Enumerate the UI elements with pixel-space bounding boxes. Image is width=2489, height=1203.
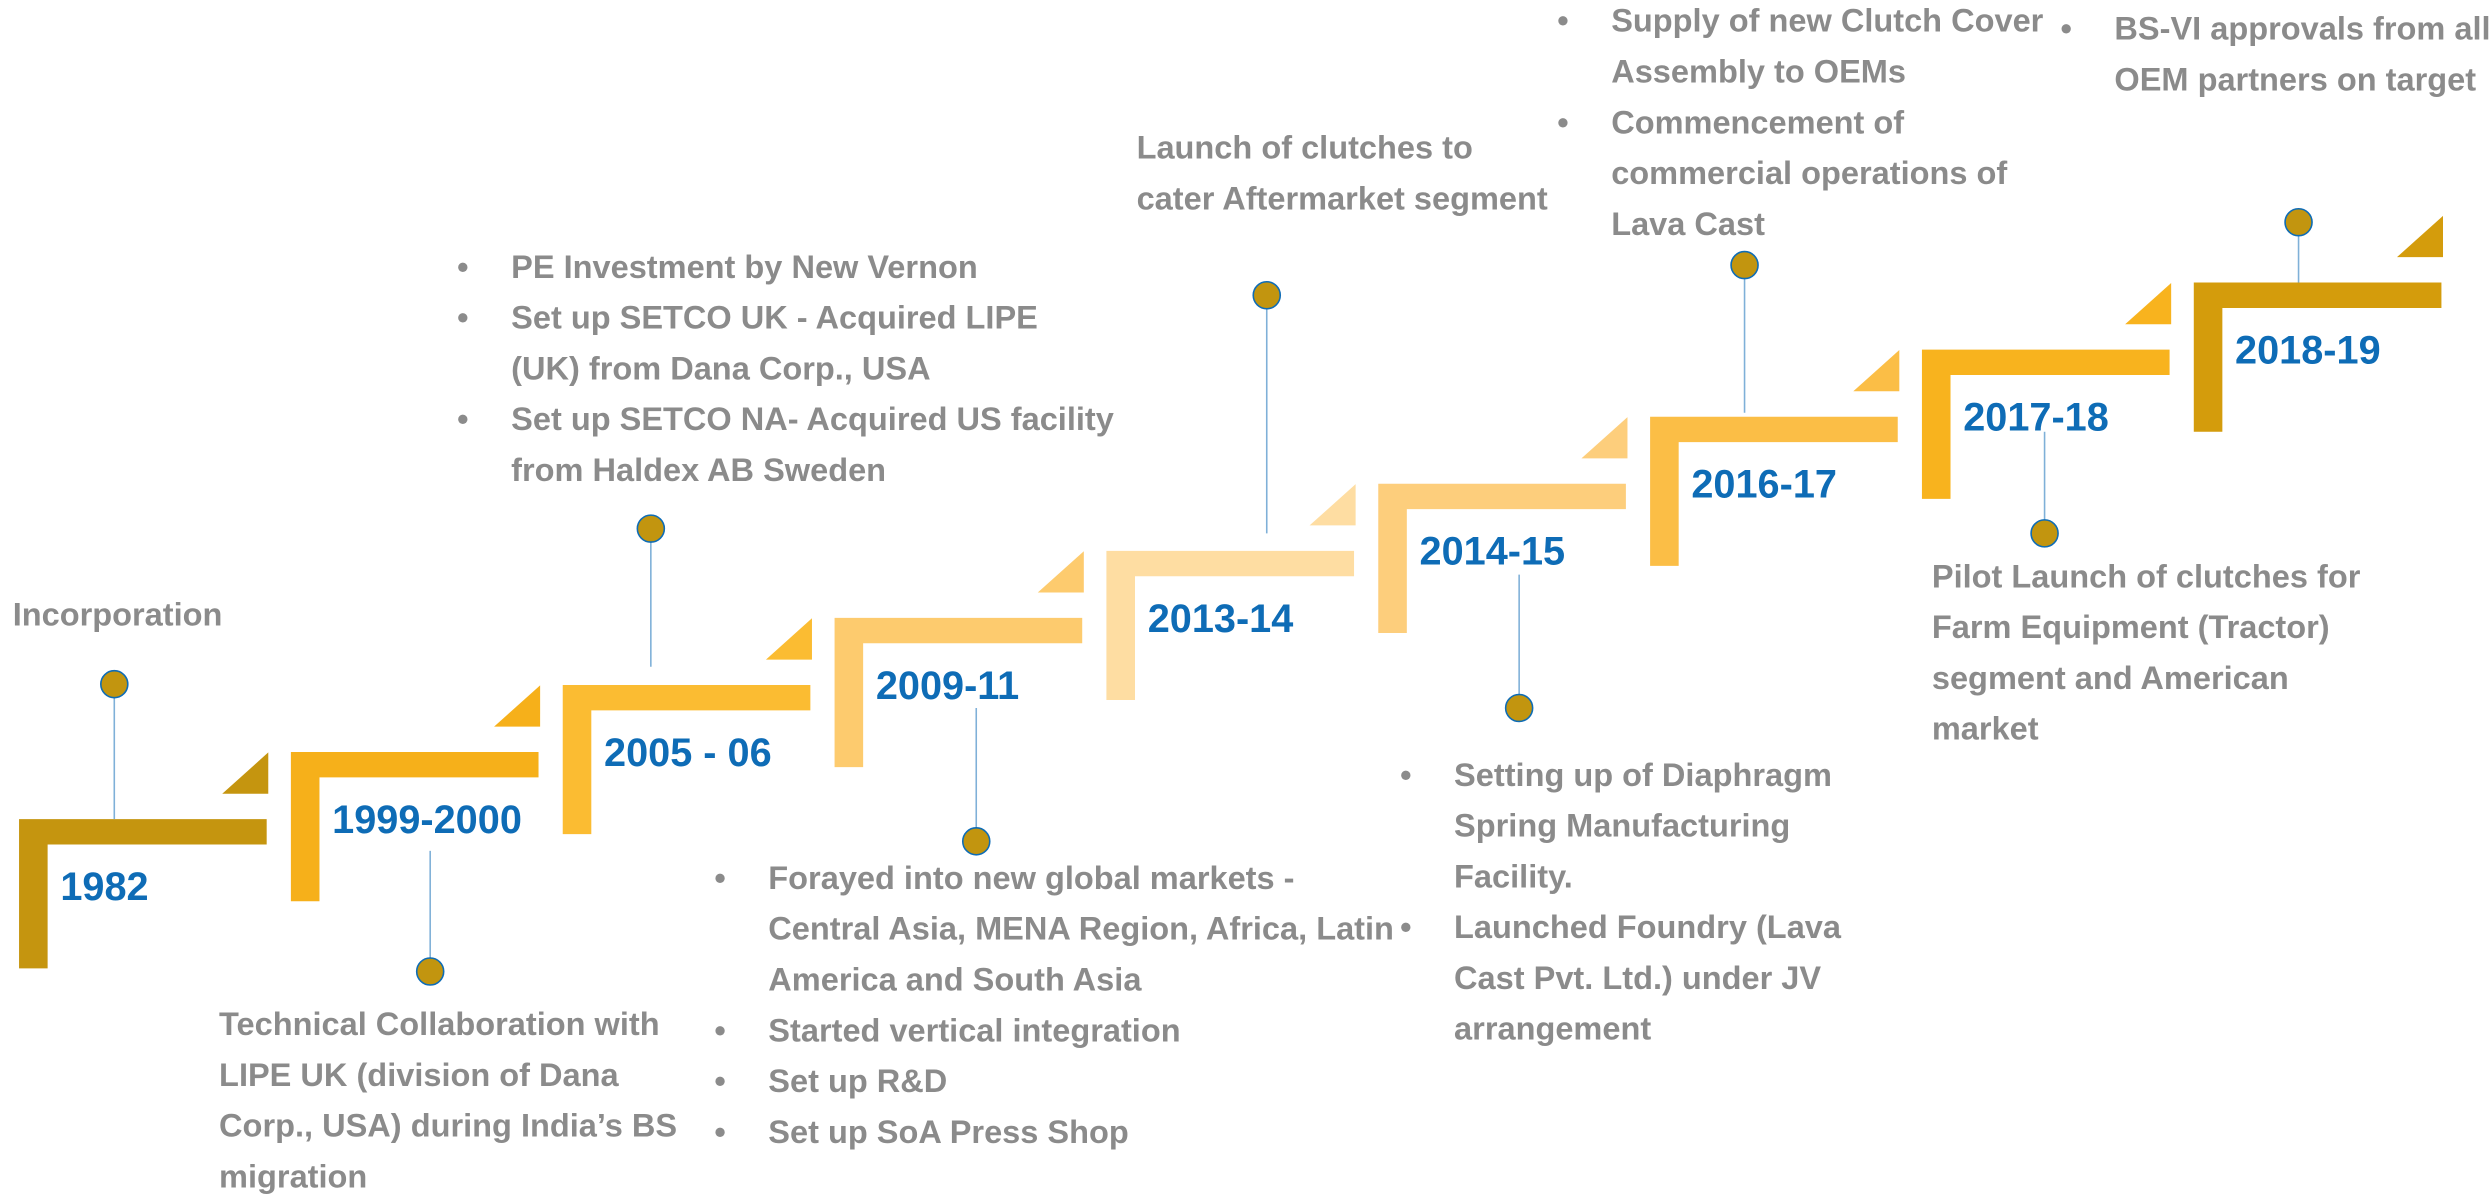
connector-dot bbox=[1252, 280, 1282, 310]
bullet-item: Setting up of Diaphragm Spring Manufactu… bbox=[1400, 751, 1914, 903]
step bbox=[1650, 416, 1898, 566]
step-arrow bbox=[1037, 551, 1084, 593]
milestone-text: Launch of clutches to cater Aftermarket … bbox=[1136, 130, 1548, 218]
bullet-item: Set up SETCO NA- Acquired US facility fr… bbox=[457, 395, 1114, 497]
bullet-list: Forayed into new global markets - Centra… bbox=[714, 854, 1403, 1159]
connector-dot bbox=[1504, 693, 1534, 723]
bullet-list: Setting up of Diaphragm Spring Manufactu… bbox=[1400, 751, 1914, 1056]
milestone-text: Pilot Launch of clutches for Farm Equipm… bbox=[1931, 558, 2361, 748]
year-label: 1999-2000 bbox=[332, 798, 522, 842]
step-arrow bbox=[2396, 215, 2444, 258]
bullet-list: BS-VI approvals from all OEM partners on… bbox=[2060, 5, 2489, 107]
step bbox=[290, 752, 539, 902]
connector-dot bbox=[961, 827, 991, 856]
step-arrow bbox=[222, 752, 269, 794]
step bbox=[834, 617, 1083, 768]
bullet-item: Set up SETCO UK - Acquired LIPE (UK) fro… bbox=[457, 294, 1114, 396]
connector-dot bbox=[415, 957, 445, 986]
step-arrow bbox=[494, 685, 541, 727]
year-label: 2013-14 bbox=[1148, 597, 1294, 641]
milestone-text: Incorporation bbox=[12, 596, 223, 634]
step-arrow bbox=[1309, 484, 1356, 526]
connector-dot bbox=[2284, 207, 2313, 237]
milestone-text: BS-VI approvals from all OEM partners on… bbox=[2060, 5, 2489, 107]
milestone-text: Technical Collaboration with LIPE UK (di… bbox=[219, 1006, 678, 1196]
bullet-item: Launched Foundry (Lava Cast Pvt. Ltd.) u… bbox=[1400, 903, 1914, 1055]
bullet-list: PE Investment by New VernonSet up SETCO … bbox=[457, 243, 1114, 497]
step bbox=[2193, 282, 2442, 432]
bullet-item: PE Investment by New Vernon bbox=[457, 243, 1114, 294]
year-label: 2018-19 bbox=[2235, 329, 2381, 373]
connector-dot bbox=[636, 514, 666, 543]
bullet-item: Supply of new Clutch Cover Assembly to O… bbox=[1557, 0, 2071, 98]
step-arrow bbox=[1853, 350, 1900, 392]
step bbox=[19, 819, 267, 969]
year-label: 2005 - 06 bbox=[604, 731, 772, 775]
step bbox=[1378, 483, 1626, 633]
year-label: 2016-17 bbox=[1691, 463, 1837, 507]
connector-dot bbox=[1730, 250, 1759, 280]
year-label: 2009-11 bbox=[876, 664, 1019, 708]
milestone-text: PE Investment by New VernonSet up SETCO … bbox=[457, 243, 1114, 497]
year-label: 2017-18 bbox=[1963, 396, 2109, 440]
bullet-item: BS-VI approvals from all OEM partners on… bbox=[2060, 5, 2489, 107]
milestone-text: Supply of new Clutch Cover Assembly to O… bbox=[1557, 0, 2071, 251]
step bbox=[1921, 349, 2170, 499]
bullet-item: Forayed into new global markets - Centra… bbox=[714, 854, 1403, 1006]
year-label: 2014-15 bbox=[1420, 530, 1566, 574]
bullet-item: Started vertical integration bbox=[714, 1006, 1403, 1057]
step-arrow bbox=[765, 618, 812, 660]
step-arrow bbox=[1581, 417, 1628, 459]
bullet-item: Set up SoA Press Shop bbox=[714, 1108, 1403, 1159]
step-arrow bbox=[2125, 282, 2172, 325]
step bbox=[562, 684, 811, 835]
connector-dot bbox=[2030, 519, 2059, 548]
connector-dot bbox=[100, 669, 129, 699]
bullet-item: Commencement of commercial operations of… bbox=[1557, 98, 2071, 250]
bullet-list: Supply of new Clutch Cover Assembly to O… bbox=[1557, 0, 2071, 251]
step bbox=[1106, 550, 1355, 701]
year-label: 1982 bbox=[60, 865, 148, 909]
bullet-item: Set up R&D bbox=[714, 1057, 1403, 1108]
milestone-text: Setting up of Diaphragm Spring Manufactu… bbox=[1400, 751, 1914, 1056]
milestone-text: Forayed into new global markets - Centra… bbox=[714, 854, 1403, 1159]
